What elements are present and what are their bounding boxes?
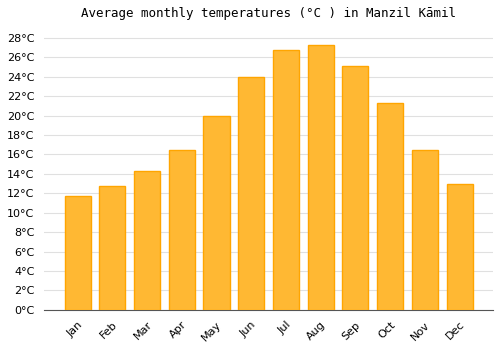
Bar — [308, 44, 334, 310]
Bar — [204, 116, 230, 310]
Bar — [446, 183, 472, 310]
Bar — [100, 186, 126, 310]
Bar — [273, 50, 299, 310]
Bar — [342, 66, 368, 310]
Bar — [412, 149, 438, 310]
Title: Average monthly temperatures (°C ) in Manzil Kāmil: Average monthly temperatures (°C ) in Ma… — [81, 7, 456, 20]
Bar — [238, 77, 264, 310]
Bar — [134, 171, 160, 310]
Bar — [169, 149, 195, 310]
Bar — [64, 196, 90, 310]
Bar — [377, 103, 403, 310]
